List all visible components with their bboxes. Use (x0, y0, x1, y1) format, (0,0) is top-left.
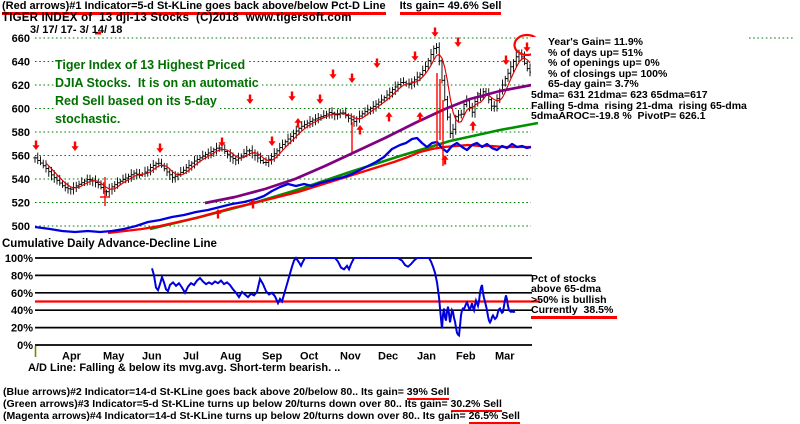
stat-line: Year's Gain= 11.9% (548, 36, 644, 48)
stat-line: % of closings up= 100% (548, 67, 668, 80)
indicator-legend-line: (Green arrows)#3 Indicator=5-d St-KLine … (3, 398, 520, 412)
sell-arrow (454, 37, 462, 47)
sell-arrow (268, 136, 276, 146)
month-label: Oct (300, 351, 319, 363)
sell-arrow (329, 69, 337, 79)
stat-line: % of openings up= 0% (548, 57, 660, 70)
buy-arrow (356, 125, 364, 135)
stat-line: Falling 5-dma rising 21-dma rising 65-dm… (531, 99, 747, 112)
y-axis-label: 580 (12, 127, 30, 139)
month-label: Sep (262, 351, 282, 363)
indicator1-text: (Red arrows)#1 Indicator=5-d St-KLine go… (2, 0, 386, 15)
stat-line: 5dmaAROC=-19.8 % PivotP= 626.1 (531, 110, 706, 123)
sell-arrow (502, 55, 510, 65)
month-label: Dec (378, 351, 398, 363)
indicator-legend-line: (Blue arrows)#2 Indicator=14-d St-KLine … (3, 386, 520, 400)
indicator-gain: 26.5% Sell (468, 410, 520, 424)
indicator-gain: 39% Sell (406, 386, 450, 400)
pct-axis-label: 0% (17, 340, 33, 352)
month-label: Jul (183, 351, 199, 363)
indicator-legend-footer: (Blue arrows)#2 Indicator=14-d St-KLine … (3, 386, 520, 424)
current-pct-value: Currently 38.5% (531, 305, 618, 319)
month-label: May (103, 351, 125, 363)
y-axis-label: 540 (12, 174, 30, 186)
sell-arrow (71, 141, 79, 151)
stat-line: Pct of stocks (531, 273, 597, 285)
pct-axis-label: 60% (11, 288, 33, 300)
pct-axis-label: 20% (11, 323, 33, 335)
stat-line: >50% is bullish (531, 293, 607, 306)
buy-arrow (214, 209, 222, 219)
y-axis-label: 640 (12, 57, 30, 69)
ad-panel-title: Cumulative Daily Advance-Decline Line (2, 238, 217, 250)
annotation-line: Tiger Index of 13 Highest Priced (55, 56, 249, 74)
month-label: Jun (142, 351, 162, 363)
buy-arrow (249, 199, 257, 209)
page-title: TIGER INDEX of 13 dji-13 Stocks (C)2018 … (2, 12, 352, 24)
indicator-text: (Green arrows)#3 Indicator=5-d St-KLine … (3, 398, 451, 410)
sell-arrow (316, 94, 324, 104)
stat-line: % of days up= 51% (548, 46, 643, 59)
y-axis-label: 600 (12, 104, 30, 116)
stats-panel-top: Year's Gain= 11.9%% of days up= 51%% of … (531, 37, 747, 122)
closing-power-line (34, 136, 532, 234)
annotation-line: DJIA Stocks. It is on an automatic (55, 74, 262, 92)
indicator-legend-line: (Magenta arrows)#4 Indicator=14-d St-KLi… (3, 410, 520, 424)
ad-line-caption: A/D Line: Falling & below its mvg.avg. S… (28, 362, 341, 374)
sell-arrow (156, 143, 164, 153)
y-axis-label: 520 (12, 198, 30, 210)
indicator-text: (Blue arrows)#2 Indicator=14-d St-KLine … (3, 386, 407, 398)
indicator-text: (Magenta arrows)#4 Indicator=14-d St-KLi… (3, 410, 469, 422)
month-label: Mar (495, 351, 515, 363)
indicator1-gain: Its gain= 49.6% Sell (399, 0, 502, 15)
y-axis-label: 660 (12, 33, 30, 45)
date-range: 3/ 17/ 17- 3/ 14/ 18 (30, 24, 123, 36)
buy-arrow (416, 112, 424, 122)
buy-arrow (441, 155, 449, 165)
stat-line: above 65-dma (531, 283, 602, 296)
y-axis-label: 620 (12, 80, 30, 92)
circled-sell-arrow (523, 42, 531, 52)
y-axis-label: 500 (12, 221, 30, 233)
sell-arrow (348, 73, 356, 83)
sell-arrow (431, 27, 439, 37)
buy-arrow (469, 121, 477, 131)
green-annotation: Tiger Index of 13 Highest Priced DJIA Sto… (55, 56, 262, 128)
pct-axis-label: 80% (11, 270, 33, 282)
sell-arrow (32, 140, 40, 150)
opening-power-line (107, 143, 531, 235)
red-dash-mark (95, 32, 101, 35)
stat-line: 5dma= 631 21dma= 623 65dma=617 (531, 88, 708, 101)
ma5-line (45, 53, 531, 190)
buy-arrow (294, 118, 302, 128)
month-label: Nov (340, 351, 362, 363)
ma21-line (204, 82, 538, 205)
sell-arrow (218, 137, 226, 147)
sell-arrow (411, 51, 419, 61)
ad-line (151, 256, 516, 338)
indicator-gain: 30.2% Sell (450, 398, 502, 412)
annotation-line: Red Sell based on its 5-day (55, 92, 220, 110)
buy-arrow (385, 112, 393, 122)
month-label: Feb (456, 351, 476, 363)
sell-arrow (288, 91, 296, 101)
y-axis-label: 560 (12, 151, 30, 163)
pct-axis-label: 40% (11, 305, 33, 317)
stat-line: 65-day gain= 3.7% (548, 78, 639, 91)
sell-arrow (246, 94, 254, 104)
month-label: Jan (417, 351, 436, 363)
month-label: Aug (220, 351, 241, 363)
sell-arrow (373, 58, 381, 68)
pct-axis-label: 100% (5, 253, 33, 265)
month-label: Apr (62, 351, 82, 363)
indicator1-legend: (Red arrows)#1 Indicator=5-d St-KLine go… (2, 0, 502, 15)
annotation-line: stochastic. (55, 110, 124, 128)
stats-panel-lower: Pct of stocks above 65-dma >50% is bullish… (531, 273, 618, 319)
